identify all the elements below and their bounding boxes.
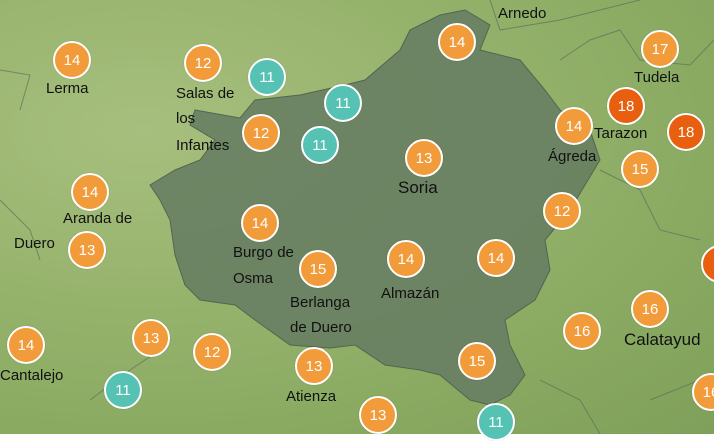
town-label: de Duero [290,319,352,336]
temperature-marker[interactable]: 13 [295,347,333,385]
town-label: los [176,110,196,127]
town-label: Tudela [634,69,680,86]
temperature-marker[interactable]: 12 [543,192,581,230]
temperature-marker[interactable]: 14 [241,204,279,242]
temperature-marker[interactable]: 14 [555,107,593,145]
temperature-marker[interactable]: 15 [299,250,337,288]
temperature-marker[interactable]: 13 [405,139,443,177]
temperature-marker[interactable]: 17 [641,30,679,68]
temperature-marker[interactable]: 14 [53,41,91,79]
temperature-marker[interactable]: 14 [7,326,45,364]
town-label: Tarazon [594,125,648,142]
town-label: Duero [14,235,55,252]
town-label: Calatayud [624,330,701,349]
temperature-marker[interactable]: 18 [667,113,705,151]
temperature-marker[interactable]: 15 [621,150,659,188]
town-label: Berlanga [290,294,351,311]
town-label: Ágreda [548,148,597,165]
temperature-marker[interactable]: 16 [563,312,601,350]
town-label: Atienza [286,388,337,405]
town-label: Cantalejo [0,367,64,384]
temperature-marker[interactable]: 16 [631,290,669,328]
town-label: Salas de [176,85,235,102]
temperature-marker[interactable]: 11 [477,403,515,441]
soria-province [149,9,601,406]
temperature-marker[interactable]: 11 [324,84,362,122]
town-label: Arnedo [498,5,547,22]
temperature-marker[interactable]: 15 [458,342,496,380]
temperature-marker[interactable]: 13 [68,231,106,269]
temperature-marker[interactable]: 14 [71,173,109,211]
temperature-marker[interactable]: 11 [104,371,142,409]
temperature-marker[interactable]: 14 [438,23,476,61]
temperature-marker[interactable]: 11 [301,126,339,164]
temperature-marker[interactable]: 14 [387,240,425,278]
temperature-marker[interactable]: 12 [242,114,280,152]
town-label: Almazán [381,285,440,302]
town-label: Lerma [46,80,89,97]
town-label: Infantes [176,137,230,154]
town-label: Aranda de [63,210,133,227]
town-label: Osma [233,270,274,287]
temperature-marker[interactable]: 14 [477,239,515,277]
temperature-marker[interactable]: 13 [132,319,170,357]
temperature-marker[interactable]: 12 [193,333,231,371]
temperature-marker[interactable]: 18 [607,87,645,125]
town-label: Burgo de [233,244,294,261]
temperature-marker[interactable]: 13 [359,396,397,434]
temperature-marker[interactable]: 11 [248,58,286,96]
town-label: Soria [398,178,438,197]
temperature-marker[interactable]: 12 [184,44,222,82]
